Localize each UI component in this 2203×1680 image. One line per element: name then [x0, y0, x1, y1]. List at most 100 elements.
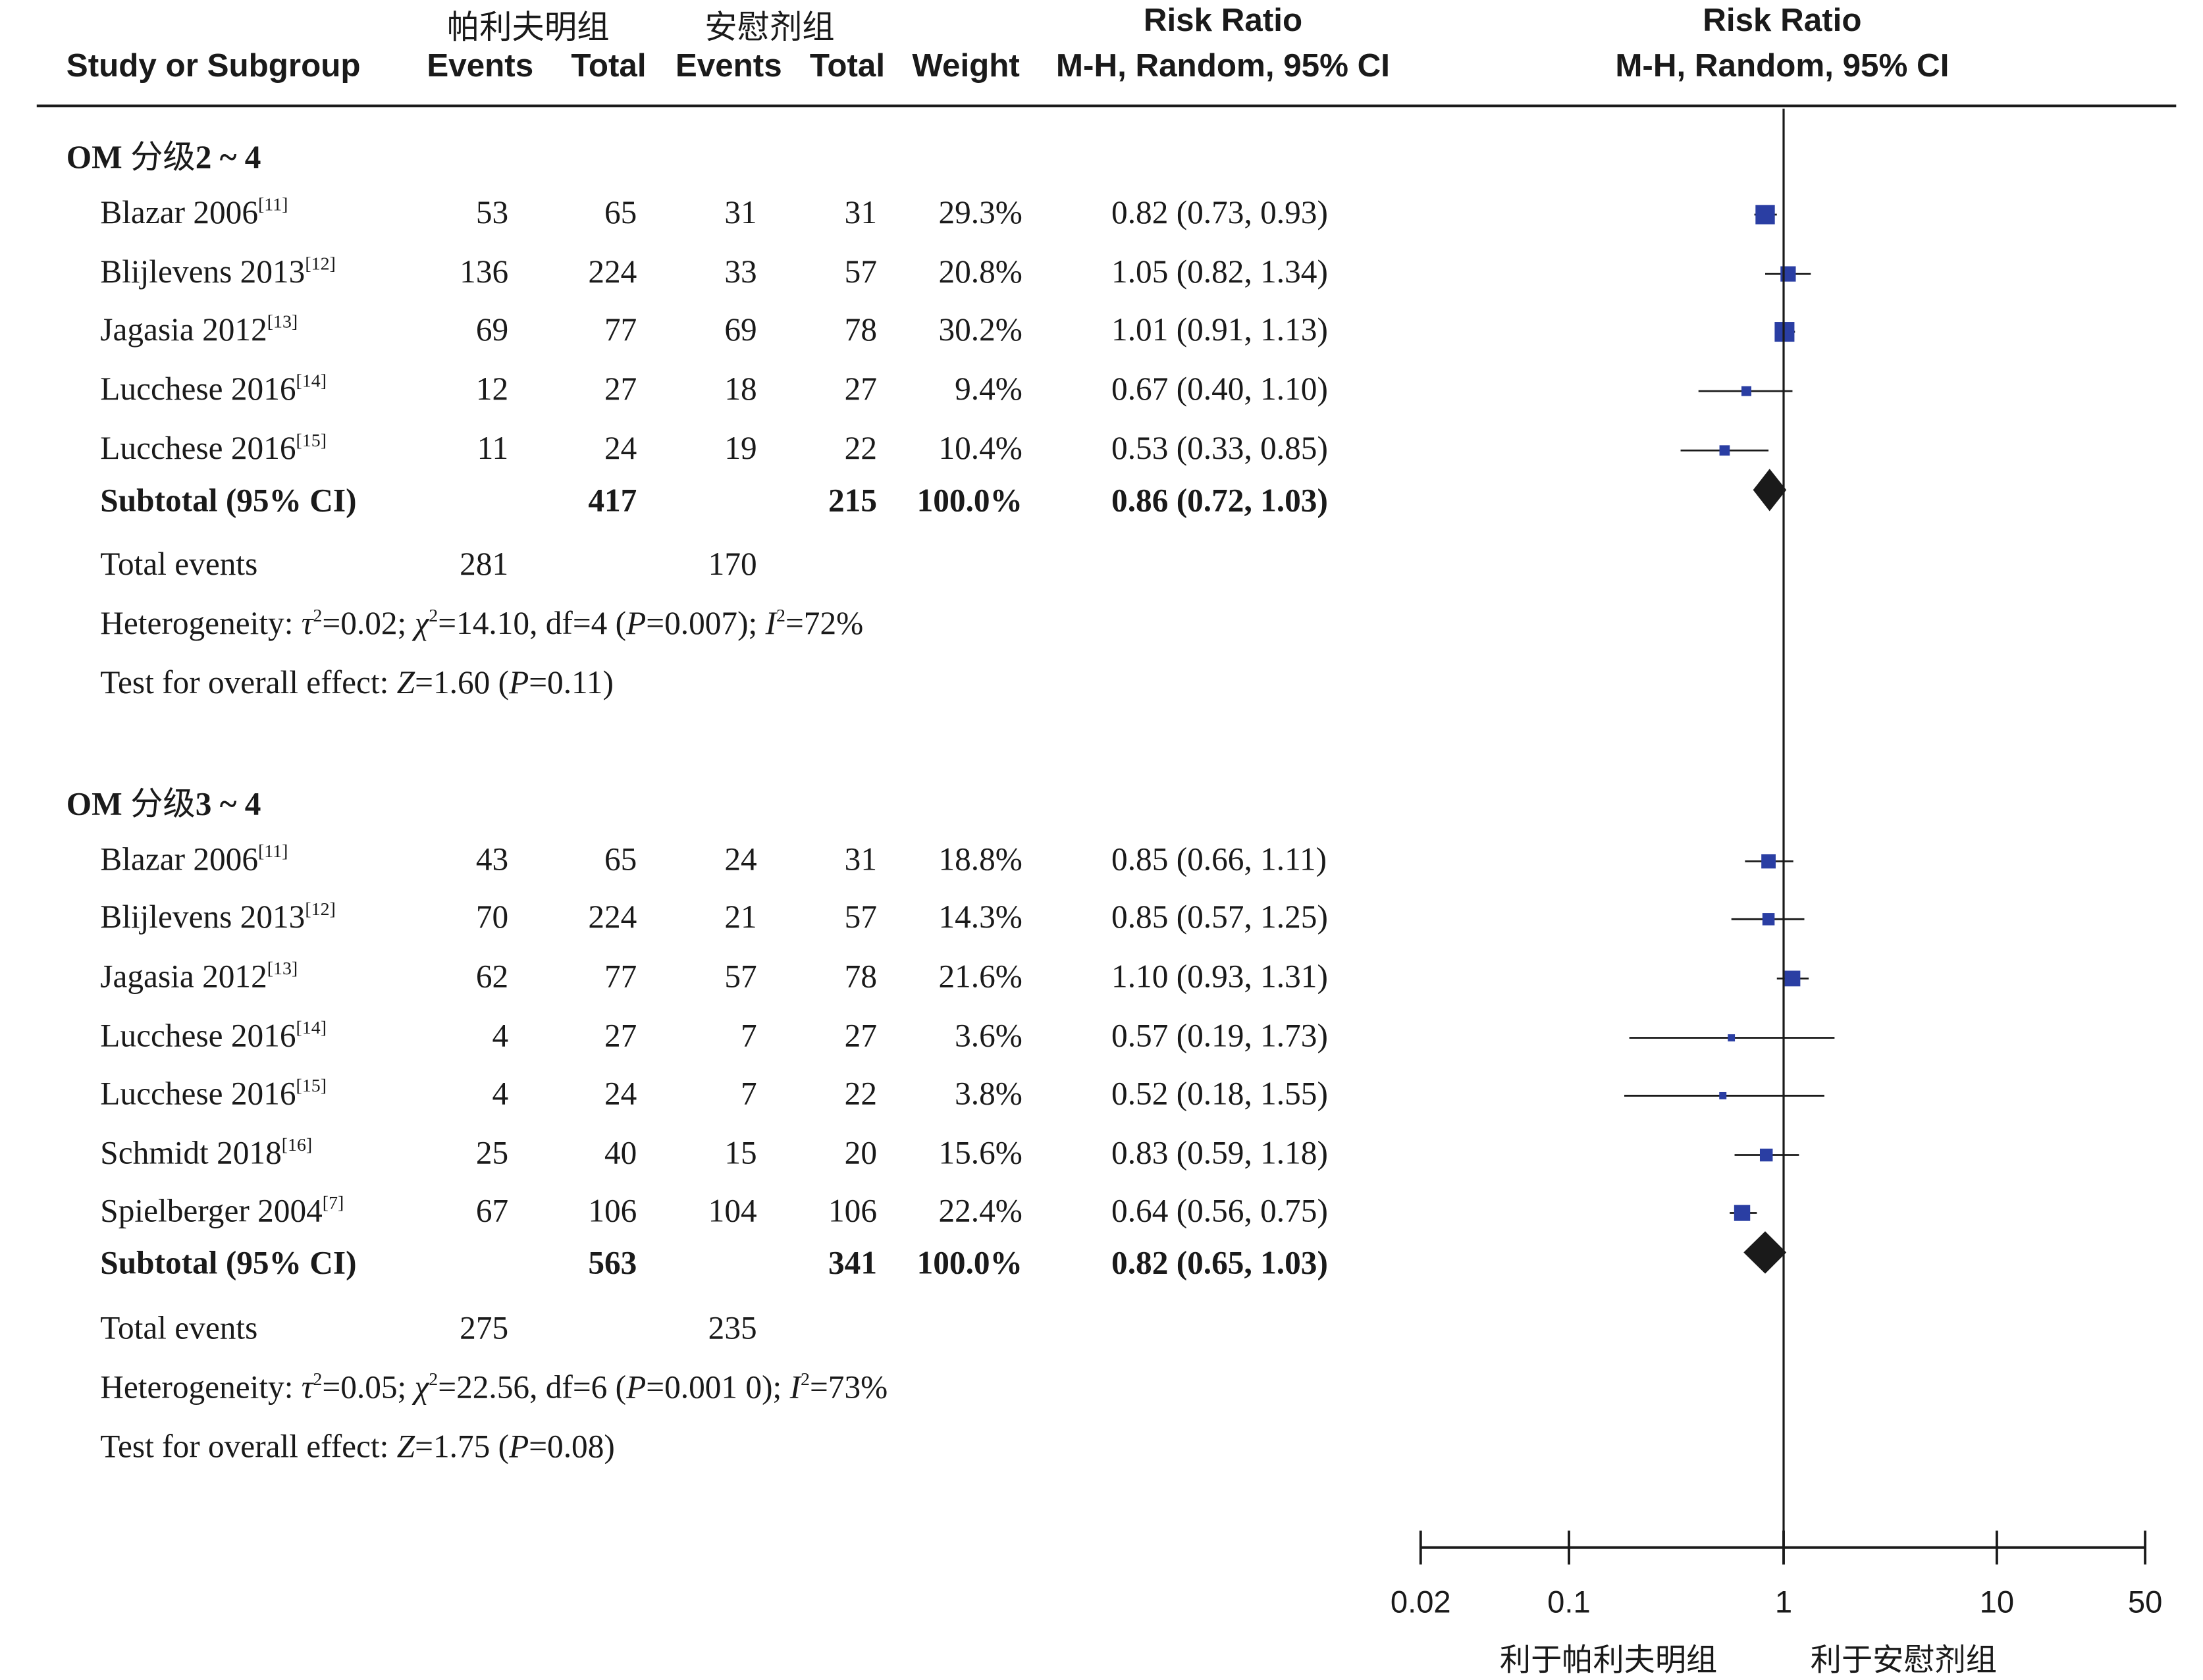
study-ref: [12]: [305, 898, 336, 920]
subtotal-diamond: [1743, 1231, 1787, 1274]
control-total: 106: [828, 1193, 877, 1229]
subtotal-diamond: [1753, 469, 1787, 512]
risk-ratio-ci: 0.57 (0.19, 1.73): [1111, 1018, 1328, 1054]
study-ref: [15]: [296, 429, 327, 451]
control-group-header: 安慰剂组: [704, 10, 835, 47]
control-events: 7: [741, 1018, 757, 1054]
risk-ratio-ci: 1.10 (0.93, 1.31): [1111, 958, 1328, 995]
control-total: 22: [844, 1076, 877, 1112]
study-column-header: Study or Subgroup: [66, 46, 361, 84]
control-events: 24: [724, 841, 757, 877]
study-name-text: Blijlevens 2013: [100, 899, 305, 935]
squared: 2: [313, 604, 323, 626]
control-total: 22: [844, 431, 877, 466]
study-name-text: Lucchese 2016: [100, 431, 296, 466]
x-tick-label: 1: [1774, 1584, 1793, 1620]
study-ref: [11]: [258, 193, 288, 215]
treatment-total: 224: [588, 254, 637, 290]
control-events-header: Events: [675, 46, 782, 84]
chi2-value: =22.56, df=6 (: [438, 1369, 627, 1405]
subtotal-treatment-total: 417: [588, 483, 637, 519]
study-name: Jagasia 2012[13]: [100, 958, 298, 995]
study-weight: 3.6%: [955, 1018, 1022, 1054]
treatment-events: 43: [475, 841, 509, 877]
study-marker: [1728, 1034, 1736, 1041]
plot-risk-ratio-header: Risk Ratio: [1703, 1, 1862, 38]
header-rule: [36, 104, 2177, 108]
study-name-text: Blazar 2006: [100, 194, 259, 230]
x-tick-label: 0.1: [1547, 1584, 1591, 1620]
subtotal-control-total: 215: [828, 483, 877, 519]
study-marker: [1719, 445, 1730, 456]
plot-method-header: M-H, Random, 95% CI: [1615, 46, 1950, 84]
risk-ratio-ci: 1.05 (0.82, 1.34): [1111, 254, 1328, 290]
treatment-events: 12: [475, 371, 509, 407]
total-events-treatment: 275: [460, 1310, 509, 1346]
study-name-text: Lucchese 2016: [100, 1018, 296, 1054]
study-weight: 15.6%: [938, 1135, 1022, 1171]
overall-effect-label: Test for overall effect:: [100, 665, 397, 700]
treatment-events-header: Events: [427, 46, 534, 84]
treatment-total: 224: [588, 899, 637, 935]
control-total-header: Total: [809, 46, 886, 84]
risk-ratio-ci: 0.85 (0.57, 1.25): [1111, 899, 1328, 935]
treatment-events: 136: [460, 254, 509, 290]
tau-symbol: τ: [301, 606, 313, 641]
study-ref: [14]: [296, 369, 327, 392]
control-total: 27: [844, 1018, 877, 1054]
study-marker: [1759, 1148, 1773, 1162]
subtotal-label: Subtotal (95% CI): [100, 1245, 357, 1281]
subtotal-treatment-total: 563: [588, 1245, 637, 1281]
overall-effect-stat: Test for overall effect: Z=1.75 (P=0.08): [100, 1429, 615, 1466]
risk-ratio-ci: 0.83 (0.59, 1.18): [1111, 1135, 1328, 1171]
x-tick-label: 0.02: [1390, 1584, 1451, 1620]
risk-ratio-ci: 0.67 (0.40, 1.10): [1111, 371, 1328, 407]
study-ref: [11]: [258, 840, 288, 862]
subgroup-title: OM 分级2 ~ 4: [66, 130, 261, 178]
treatment-events: 70: [475, 899, 509, 935]
study-ref: [13]: [267, 310, 298, 332]
heterogeneity-label: Heterogeneity:: [100, 1369, 302, 1405]
treatment-events: 53: [475, 194, 509, 230]
treatment-events: 4: [492, 1076, 509, 1112]
study-ref: [14]: [296, 1016, 327, 1038]
study-name-text: Schmidt 2018: [100, 1135, 282, 1171]
control-total: 31: [844, 194, 877, 230]
total-events-treatment: 281: [460, 546, 509, 582]
risk-ratio-ci: 0.52 (0.18, 1.55): [1111, 1076, 1328, 1112]
i-symbol: I: [789, 1369, 801, 1405]
study-name-text: Lucchese 2016: [100, 1076, 296, 1112]
subtotal-weight: 100.0%: [916, 483, 1022, 519]
overall-p-value: =0.11): [529, 665, 614, 700]
treatment-total: 77: [604, 312, 637, 348]
chi2-value: =14.10, df=4 (: [438, 606, 627, 641]
control-events: 69: [724, 312, 757, 348]
z-value: =1.75 (: [415, 1429, 510, 1465]
treatment-events: 25: [475, 1135, 509, 1171]
risk-ratio-ci: 0.53 (0.33, 0.85): [1111, 431, 1328, 466]
heterogeneity-stat: Heterogeneity: τ2=0.02; χ2=14.10, df=4 (…: [100, 606, 863, 643]
study-name-text: Blazar 2006: [100, 841, 259, 877]
treatment-events: 62: [475, 958, 509, 995]
risk-ratio-ci: 1.01 (0.91, 1.13): [1111, 312, 1328, 348]
study-name-text: Spielberger 2004: [100, 1193, 323, 1229]
heterogeneity-stat: Heterogeneity: τ2=0.05; χ2=22.56, df=6 (…: [100, 1370, 888, 1407]
method-header: M-H, Random, 95% CI: [1055, 46, 1391, 84]
x-tick-label: 10: [1979, 1584, 2015, 1620]
treatment-total: 24: [604, 1076, 637, 1112]
treatment-total: 24: [604, 431, 637, 466]
control-events: 7: [741, 1076, 757, 1112]
control-total: 20: [844, 1135, 877, 1171]
p-symbol: P: [509, 665, 529, 700]
tau2-value: =0.02;: [322, 606, 415, 641]
study-name: Jagasia 2012[13]: [100, 312, 298, 349]
study-ref: [7]: [322, 1192, 344, 1213]
study-weight: 3.8%: [955, 1076, 1022, 1112]
control-events: 57: [724, 958, 757, 995]
treatment-total: 27: [604, 371, 637, 407]
control-events: 18: [724, 371, 757, 407]
total-events-label: Total events: [100, 1310, 258, 1346]
study-name: Schmidt 2018[16]: [100, 1135, 312, 1172]
control-total: 78: [844, 958, 877, 995]
study-marker: [1734, 1205, 1751, 1221]
